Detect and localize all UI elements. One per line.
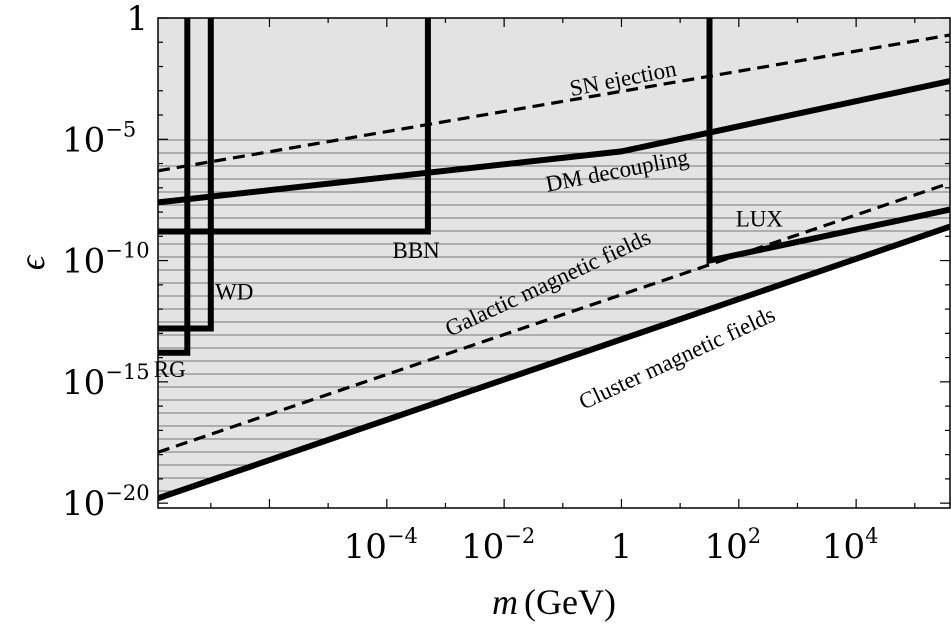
y-tick-label: 10−5	[62, 117, 136, 160]
annotation-lux: LUX	[736, 207, 784, 232]
y-tick-label: 10−10	[62, 239, 150, 282]
series-layer	[158, 18, 950, 502]
x-tick-label: 10−4	[344, 524, 418, 567]
series-cluster-magnetic-fields	[158, 223, 950, 502]
annotation-wd: WD	[215, 279, 253, 304]
series-rg	[158, 18, 191, 356]
svg-text:m(GeV): m (GeV)	[492, 582, 616, 622]
y-tick-label: 10−20	[62, 481, 150, 524]
y-tick-label: 1	[126, 0, 148, 39]
series-dm-decoupling	[158, 78, 950, 206]
x-tick-label: 10−2	[461, 524, 535, 567]
x-tick-label: 104	[822, 524, 879, 567]
x-tick-label: 102	[704, 524, 761, 567]
y-axis-label: ϵ	[12, 254, 52, 270]
y-axis-title: ϵ	[12, 254, 52, 270]
annotation-bbn: BBN	[392, 238, 440, 263]
series-sn-ejection	[158, 33, 950, 173]
series-bbn	[158, 18, 431, 235]
annotation-rg: RG	[154, 357, 186, 382]
x-tick-label: 1	[611, 527, 633, 567]
y-tick-label: 10−15	[62, 360, 150, 403]
x-axis-variable: m	[492, 582, 518, 622]
x-axis-title: m (GeV)	[492, 582, 616, 622]
plot-frame	[157, 17, 951, 509]
axis-ticks: 10−4 10−2 1 102 104 1 10−5 10−10 10−15 10−20	[62, 0, 950, 567]
series-lux	[706, 18, 950, 265]
series-galactic-magnetic-fields	[158, 181, 950, 454]
x-axis-unit: (GeV)	[524, 582, 616, 622]
series-wd	[158, 18, 214, 332]
